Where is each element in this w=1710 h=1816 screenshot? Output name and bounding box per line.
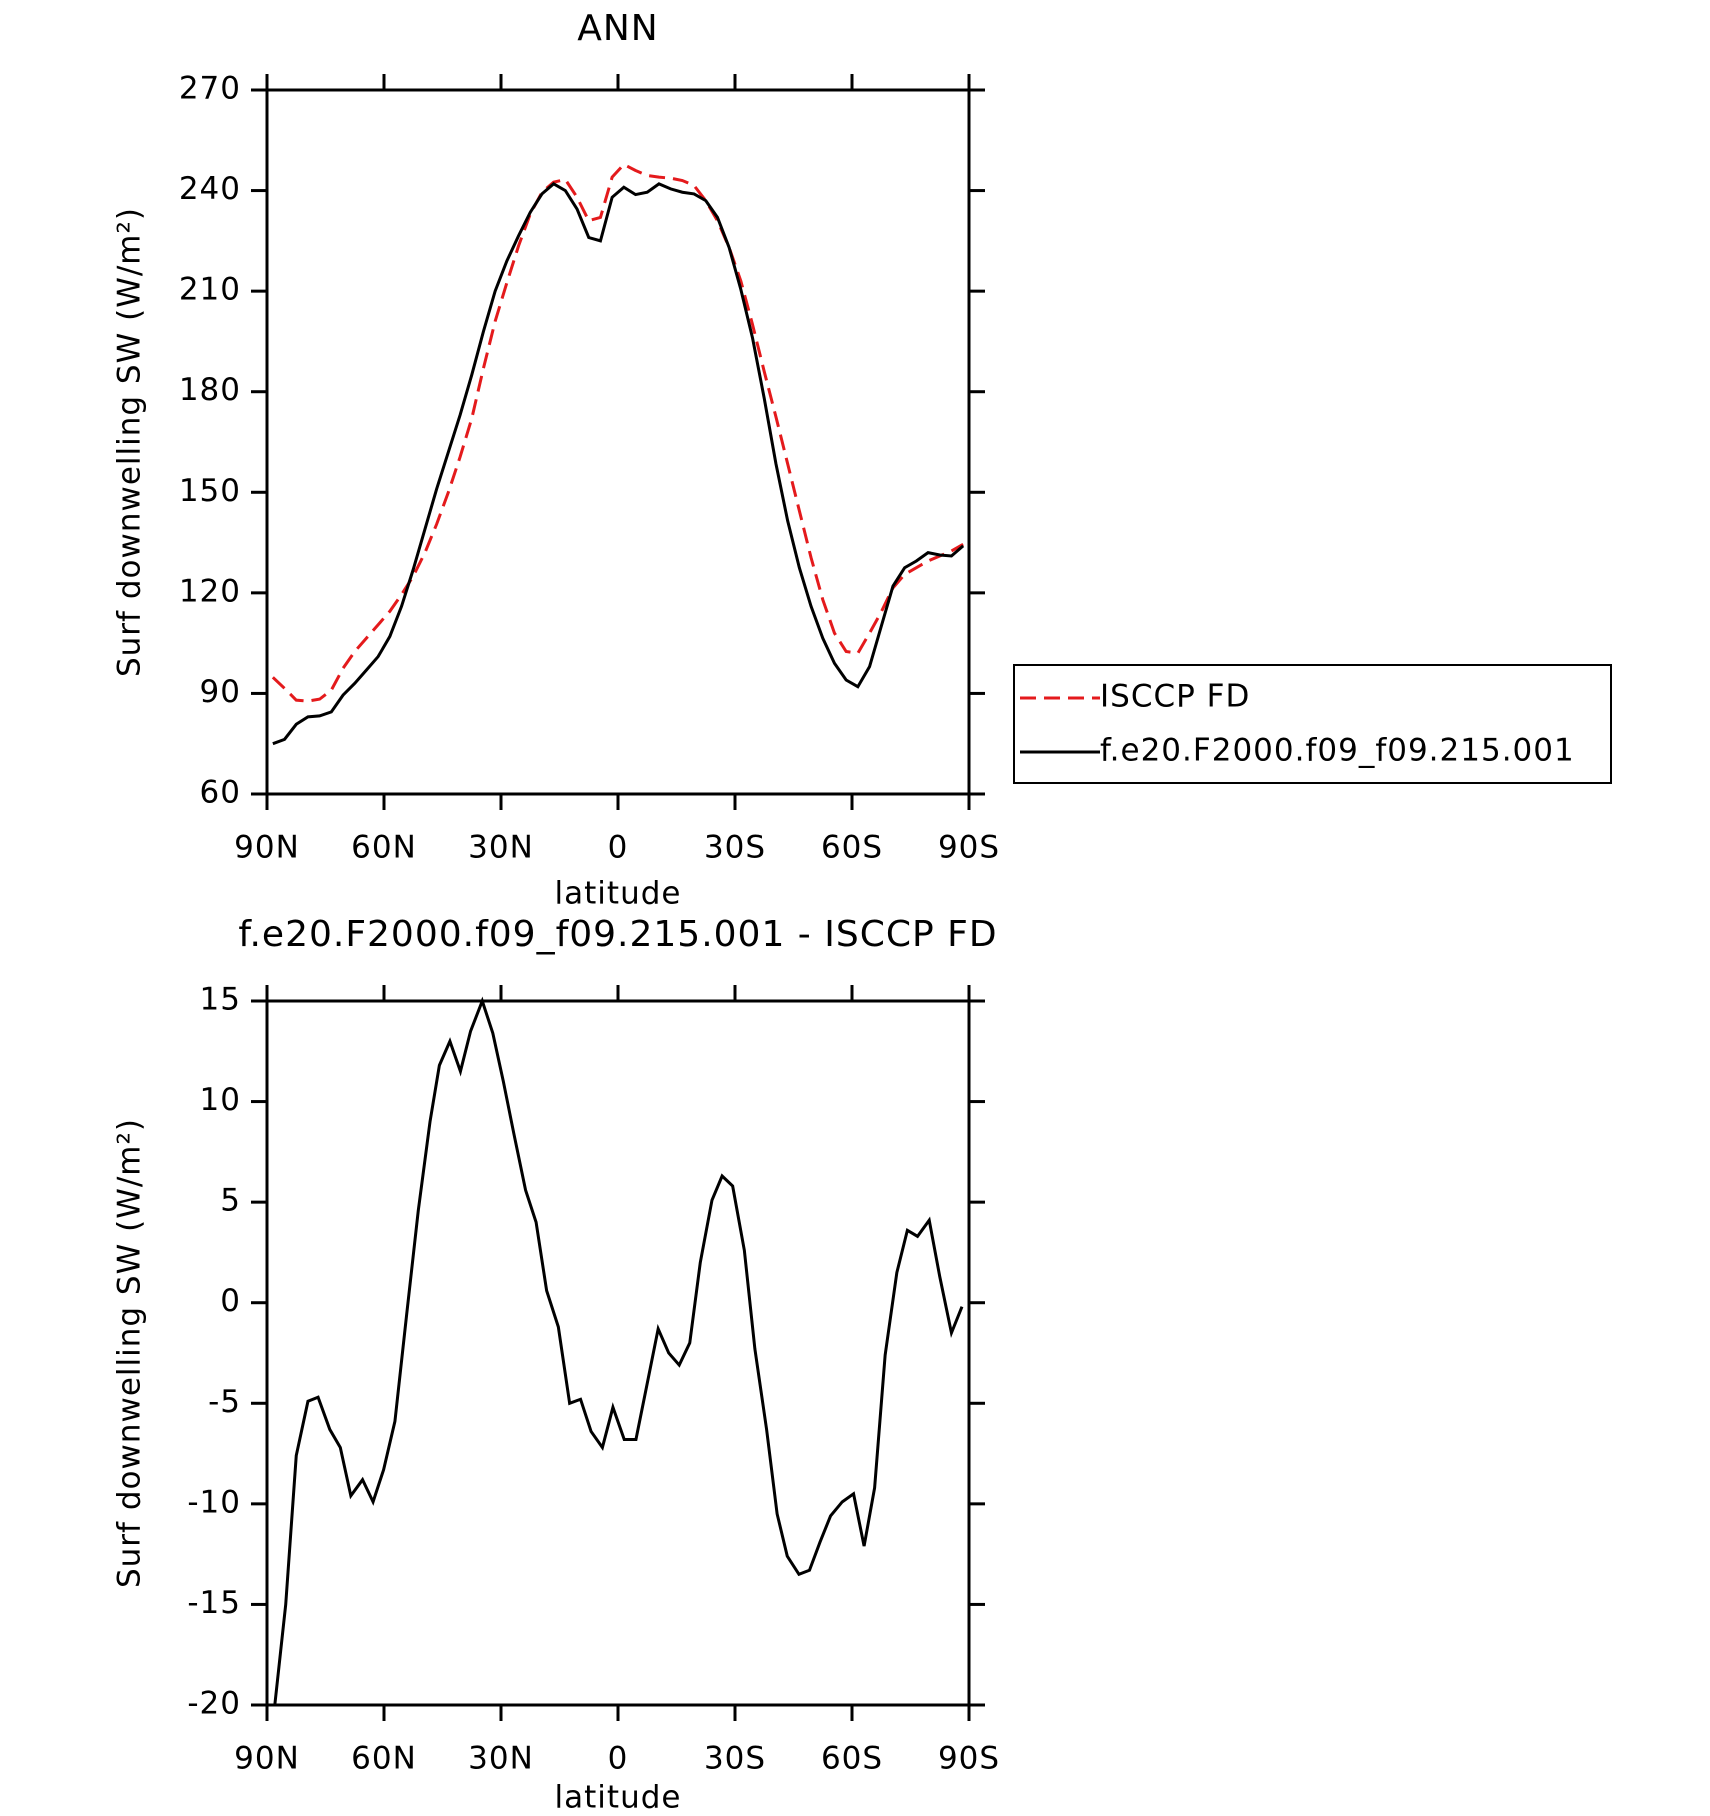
x-tick-label: 30N	[468, 1741, 534, 1777]
legend-label: f.e20.F2000.f09_f09.215.001	[1100, 733, 1575, 769]
y-axis-label: Surf downwelling SW (W/m²)	[112, 207, 148, 677]
y-axis-label: Surf downwelling SW (W/m²)	[112, 1118, 148, 1588]
y-tick-label: 15	[200, 982, 241, 1018]
x-tick-label: 90N	[234, 1741, 300, 1777]
y-tick-label: 180	[179, 372, 241, 408]
data-line	[272, 182, 965, 746]
x-axis-label: latitude	[555, 876, 682, 912]
chart-title: ANN	[577, 8, 659, 49]
y-tick-label: -5	[208, 1384, 241, 1420]
x-tick-label: 60S	[821, 830, 883, 866]
y-tick-label: 0	[220, 1283, 241, 1319]
y-tick-label: -15	[187, 1585, 241, 1621]
y-tick-label: 150	[179, 473, 241, 509]
plot-frame	[265, 999, 971, 1707]
x-tick-label: 60N	[351, 830, 417, 866]
y-tick-label: 90	[200, 674, 241, 710]
y-tick-label: 10	[200, 1082, 241, 1118]
x-tick-label: 0	[608, 1741, 629, 1777]
legend-label: ISCCP FD	[1100, 679, 1250, 715]
plot-frame	[265, 88, 971, 796]
x-tick-label: 90S	[938, 1741, 1000, 1777]
y-tick-label: 120	[179, 573, 241, 609]
y-tick-label: -10	[187, 1484, 241, 1520]
x-tick-label: 30S	[704, 1741, 766, 1777]
y-tick-label: 60	[200, 775, 241, 811]
y-tick-label: 210	[179, 272, 241, 308]
x-tick-label: 30N	[468, 830, 534, 866]
chart-title: f.e20.F2000.f09_f09.215.001 - ISCCP FD	[238, 914, 997, 955]
y-tick-label: 5	[220, 1183, 241, 1219]
x-tick-label: 90N	[234, 830, 300, 866]
data-line	[273, 996, 964, 1706]
x-tick-label: 60S	[821, 1741, 883, 1777]
x-axis-label: latitude	[555, 1780, 682, 1816]
legend-box	[1013, 664, 1612, 784]
data-line	[271, 162, 964, 703]
x-tick-label: 90S	[938, 830, 1000, 866]
y-tick-label: 270	[179, 71, 241, 107]
x-tick-label: 60N	[351, 1741, 417, 1777]
x-tick-label: 30S	[704, 830, 766, 866]
y-tick-label: -20	[187, 1686, 241, 1722]
x-tick-label: 0	[608, 830, 629, 866]
y-tick-label: 240	[179, 171, 241, 207]
